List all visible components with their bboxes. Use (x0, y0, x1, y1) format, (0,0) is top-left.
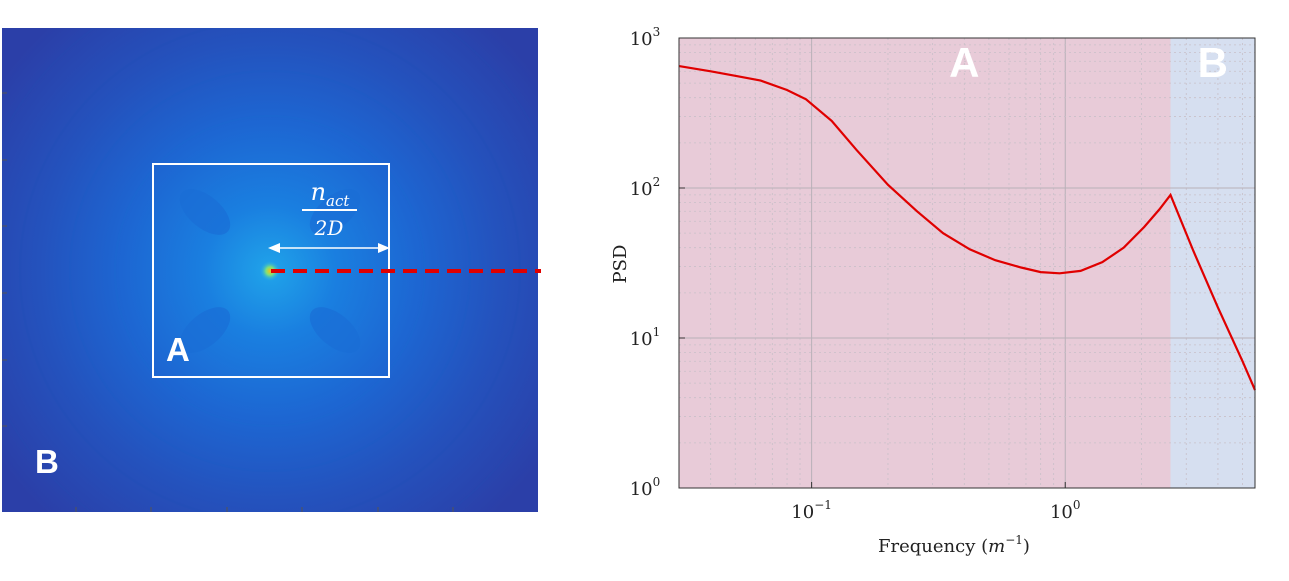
y-tick-label-base: 10 (630, 179, 653, 200)
grid (678, 38, 1255, 488)
dark-lobe (309, 307, 361, 353)
region-b-band (1170, 38, 1255, 488)
y-tick-label: 100 (630, 475, 661, 500)
plot-frame (678, 37, 1256, 489)
region-a-label: A (166, 331, 190, 368)
region-b-chart-label: B (1198, 39, 1228, 86)
arrowhead-left (268, 243, 280, 253)
y-tick-label: 102 (630, 175, 661, 200)
psd-series-line (678, 65, 1257, 391)
map-frame-ticks (2, 92, 454, 512)
dark-lobe (179, 307, 231, 353)
x-tick-label-exp: −1 (814, 498, 832, 512)
psd-2d-map: nact 2D A B (2, 28, 541, 512)
region-bands (679, 38, 1255, 488)
dark-lobe (179, 189, 231, 235)
y-tick-label-exp: 1 (653, 325, 661, 339)
x-tick-label-exp: 0 (1073, 498, 1081, 512)
y-tick-label-exp: 3 (653, 25, 661, 39)
y-tick-label-exp: 2 (653, 175, 661, 189)
y-tick-label: 103 (630, 25, 661, 50)
x-tick-label-base: 10 (1050, 502, 1073, 523)
y-tick-label-base: 10 (630, 29, 653, 50)
x-axis-label-unit: m (988, 536, 1005, 557)
x-axis-label-unit-exp: −1 (1005, 533, 1023, 547)
region-a-band (679, 38, 1171, 488)
psd-core-peak (261, 262, 279, 280)
y-axis-label: PSD (610, 245, 631, 284)
x-axis-label-text: Frequency (878, 536, 976, 557)
x-tick-label-base: 10 (791, 502, 814, 523)
arrow-label-denominator: 2D (314, 216, 344, 240)
arrowhead-right (378, 243, 390, 253)
x-tick-label: 10−1 (791, 498, 832, 523)
y-tick-label-base: 10 (630, 329, 653, 350)
y-tick-label: 101 (630, 325, 661, 350)
arrow-label-numerator-main: n (311, 178, 326, 206)
y-tick-label-base: 10 (630, 479, 653, 500)
x-tick-labels: 10−1 100 (791, 498, 1080, 523)
region-a-chart-label: A (949, 39, 979, 86)
map-halo (2, 28, 538, 512)
y-tick-label-exp: 0 (653, 475, 661, 489)
arrow-label-numerator: nact (311, 178, 351, 210)
arrow-label-numerator-sub: act (326, 192, 350, 210)
x-tick-label: 100 (1050, 498, 1081, 523)
dark-lobe (309, 189, 361, 235)
region-b-label: B (35, 443, 59, 480)
x-axis-label: Frequency (m−1) (878, 533, 1030, 557)
